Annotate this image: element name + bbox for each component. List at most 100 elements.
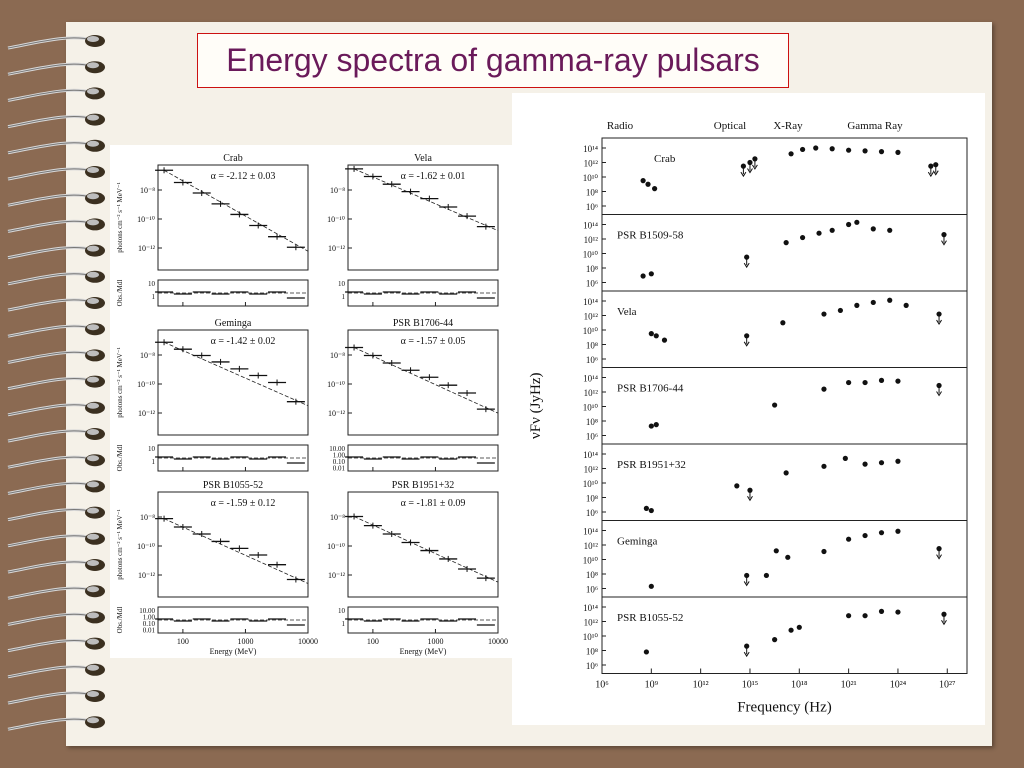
sed-data-point <box>846 536 852 542</box>
spiral-binding <box>7 35 105 731</box>
x-tick-label: 10²⁷ <box>939 680 956 691</box>
sed-data-point <box>799 146 806 153</box>
panel-title: PSR B1055-52 <box>203 480 263 491</box>
ratio-tick-label: 10.00 <box>329 445 345 453</box>
y-tick-label: 10⁻⁸ <box>140 513 155 522</box>
y-tick-label: 10¹⁰ <box>583 556 599 566</box>
pulsar-row-label: PSR B1706-44 <box>617 383 684 395</box>
spiral-wire-shade <box>7 404 93 416</box>
upper-limit-arrow <box>743 341 750 347</box>
spiral-ring <box>87 193 99 200</box>
sed-data-point <box>821 463 827 469</box>
x-axis-label: Frequency (Hz) <box>737 700 832 716</box>
sed-data-point <box>936 311 942 317</box>
spiral-wire-shade <box>7 535 93 547</box>
sed-data-point <box>878 149 885 155</box>
sed-data-point <box>854 219 860 225</box>
spiral-wire-shade <box>7 692 93 704</box>
spiral-wire-shade <box>7 718 93 730</box>
sed-data-point <box>846 613 852 619</box>
y-tick-label: 10⁸ <box>586 264 598 274</box>
spiral-wire-shade <box>7 299 93 311</box>
panel-title: Geminga <box>215 318 252 329</box>
y-tick-label: 10¹⁴ <box>583 221 598 231</box>
y-tick-label: 10¹⁴ <box>583 450 598 460</box>
ratio-axis-label: Obs./Mdl <box>116 445 124 472</box>
spectrum-frame <box>157 329 309 436</box>
upper-limit-arrow <box>932 170 939 176</box>
y-tick-label: 10⁻¹² <box>138 571 156 580</box>
spiral-wire <box>7 691 93 705</box>
model-fit-line <box>353 168 499 232</box>
y-tick-label: 10⁶ <box>586 202 598 212</box>
sed-data-point <box>783 470 789 476</box>
spiral-ring <box>87 691 99 697</box>
spiral-wire-shade <box>7 456 93 468</box>
x-tick-label: 1000 <box>427 637 443 646</box>
spiral-wire <box>7 62 93 76</box>
spiral-wire-shade <box>7 194 93 206</box>
pulsar-row-label: Crab <box>654 153 676 165</box>
pulsar-row-label: Vela <box>617 306 637 318</box>
spiral-wire-shade <box>7 116 93 128</box>
alpha-label: α = -1.62 ± 0.01 <box>401 171 466 182</box>
sed-data-point <box>878 460 885 466</box>
sed-data-point <box>821 386 827 392</box>
spiral-wire-shade <box>7 666 93 678</box>
pulsar-row-frame <box>601 137 968 215</box>
y-tick-label: 10⁸ <box>586 494 598 504</box>
upper-limit-arrow <box>747 168 753 174</box>
ratio-tick-label: 0.01 <box>143 627 156 635</box>
model-fit-line <box>163 518 309 584</box>
spiral-wire <box>7 324 93 338</box>
sed-data-point <box>821 311 827 317</box>
band-label: Gamma Ray <box>847 120 903 132</box>
alpha-label: α = -1.42 ± 0.02 <box>211 336 276 347</box>
alpha-label: α = -2.12 ± 0.03 <box>211 171 276 182</box>
y-tick-label: 10⁻¹⁰ <box>137 542 155 551</box>
y-tick-label: 10⁸ <box>586 417 598 427</box>
pulsar-row-frame <box>601 290 968 368</box>
spiral-wire-shade <box>7 325 93 337</box>
spiral-ring <box>87 140 99 147</box>
y-tick-label: 10¹² <box>584 618 599 628</box>
y-tick-label: 10¹² <box>584 312 599 322</box>
spiral-wire <box>7 272 93 286</box>
y-axis-label: photons cm⁻² s⁻¹ MeV⁻¹ <box>116 509 124 579</box>
spiral-wire-shade <box>7 247 93 259</box>
x-tick-label: 10⁶ <box>595 680 609 691</box>
spiral-wire <box>7 455 93 469</box>
sed-data-point <box>829 146 835 152</box>
y-tick-label: 10¹⁰ <box>583 479 599 489</box>
sed-data-point <box>895 458 901 464</box>
band-label: X-Ray <box>773 120 803 132</box>
sed-data-point <box>813 145 819 151</box>
x-tick-label: 1000 <box>237 637 253 646</box>
sed-data-point <box>862 379 868 386</box>
y-tick-label: 10⁻⁸ <box>140 351 155 360</box>
ratio-tick-label: 10.00 <box>139 607 155 615</box>
y-tick-label: 10¹⁰ <box>583 632 599 642</box>
band-label: Optical <box>714 120 746 132</box>
x-tick-label: 10000 <box>488 637 508 646</box>
sed-data-point <box>763 572 770 579</box>
upper-limit-arrow <box>941 240 947 246</box>
y-tick-label: 10¹⁰ <box>583 250 599 260</box>
sed-data-point <box>785 554 791 560</box>
x-tick-label: 10¹⁵ <box>742 680 758 691</box>
y-tick-label: 10⁻⁸ <box>330 186 345 195</box>
y-tick-label: 10⁻¹⁰ <box>327 215 345 224</box>
sed-data-point <box>661 337 668 343</box>
spiral-wire <box>7 717 93 731</box>
spiral-ring <box>87 455 99 462</box>
sed-data-point <box>862 532 868 539</box>
x-tick-label: 10¹² <box>693 680 709 691</box>
spiral-wire <box>7 141 93 155</box>
spiral-ring <box>87 402 99 409</box>
y-tick-label: 10¹² <box>584 388 599 398</box>
upper-limit-arrow <box>936 391 942 397</box>
y-tick-label: 10¹⁴ <box>583 374 598 384</box>
spiral-ring <box>87 114 99 121</box>
spiral-ring <box>87 717 99 724</box>
upper-limit-arrow <box>936 554 942 560</box>
